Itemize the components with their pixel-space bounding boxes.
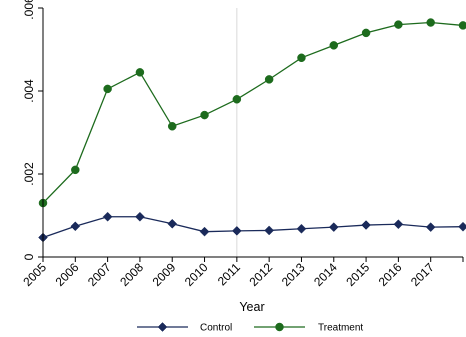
x-axis-title: Year: [239, 300, 264, 314]
data-point: [393, 219, 404, 230]
series-line: [42, 216, 464, 239]
data-point: [71, 165, 80, 175]
data-point: [275, 322, 284, 332]
series-control: [38, 211, 466, 243]
data-point: [264, 75, 274, 84]
data-point: [135, 211, 145, 222]
data-point: [199, 226, 210, 237]
y-tick-label: 0: [22, 253, 36, 260]
data-point: [135, 68, 145, 77]
data-point: [458, 21, 466, 30]
data-point: [102, 211, 113, 222]
data-point: [167, 218, 178, 229]
data-point: [296, 223, 307, 234]
legend-item-treatment: Treatment: [254, 323, 363, 334]
data-point: [70, 221, 81, 232]
data-point: [297, 53, 306, 63]
data-point: [425, 222, 436, 232]
data-point: [426, 18, 435, 27]
data-point: [231, 226, 242, 236]
legend-label: Treatment: [318, 323, 363, 334]
data-point: [157, 322, 168, 332]
y-tick-label: .002: [22, 162, 36, 186]
data-point: [232, 95, 242, 104]
data-point: [328, 222, 339, 232]
data-point: [103, 84, 112, 94]
data-point: [361, 28, 371, 38]
y-tick-label: .006: [22, 0, 36, 20]
legend-label: Control: [200, 323, 232, 334]
data-point: [394, 20, 403, 29]
data-point: [200, 110, 209, 120]
y-axis: 0 .002 .004 .006: [22, 0, 44, 260]
data-point: [458, 221, 466, 232]
plot-area: [38, 8, 466, 257]
series-treatment: [38, 18, 466, 208]
series-line: [42, 21, 464, 204]
legend-item-control: Control: [137, 322, 232, 334]
data-point: [264, 225, 275, 236]
legend: Control Treatment: [137, 322, 363, 334]
y-tick-label: .004: [22, 79, 36, 103]
data-point: [167, 122, 177, 131]
data-point: [361, 220, 371, 230]
data-point: [329, 41, 339, 50]
